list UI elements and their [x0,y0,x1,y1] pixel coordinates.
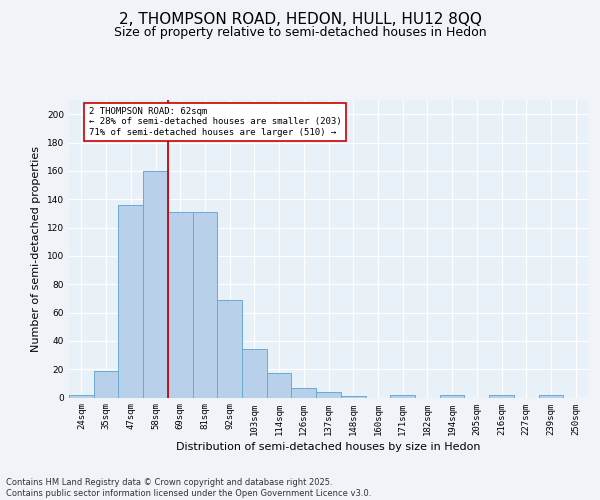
Bar [489,394,514,398]
Bar [267,374,292,398]
Bar [118,205,143,398]
Bar [193,212,217,398]
Bar [168,212,193,398]
Bar [539,394,563,398]
Bar [341,396,365,398]
Bar [316,392,341,398]
Text: 2, THOMPSON ROAD, HEDON, HULL, HU12 8QQ: 2, THOMPSON ROAD, HEDON, HULL, HU12 8QQ [119,12,481,28]
Y-axis label: Number of semi-detached properties: Number of semi-detached properties [31,146,41,352]
Bar [440,394,464,398]
Bar [69,394,94,398]
Bar [242,350,267,398]
Text: 2 THOMPSON ROAD: 62sqm
← 28% of semi-detached houses are smaller (203)
71% of se: 2 THOMPSON ROAD: 62sqm ← 28% of semi-det… [89,107,341,137]
Bar [390,394,415,398]
Text: Contains HM Land Registry data © Crown copyright and database right 2025.
Contai: Contains HM Land Registry data © Crown c… [6,478,371,498]
Bar [143,171,168,398]
Text: Size of property relative to semi-detached houses in Hedon: Size of property relative to semi-detach… [113,26,487,39]
Bar [94,370,118,398]
Bar [292,388,316,398]
X-axis label: Distribution of semi-detached houses by size in Hedon: Distribution of semi-detached houses by … [176,442,481,452]
Bar [217,300,242,398]
